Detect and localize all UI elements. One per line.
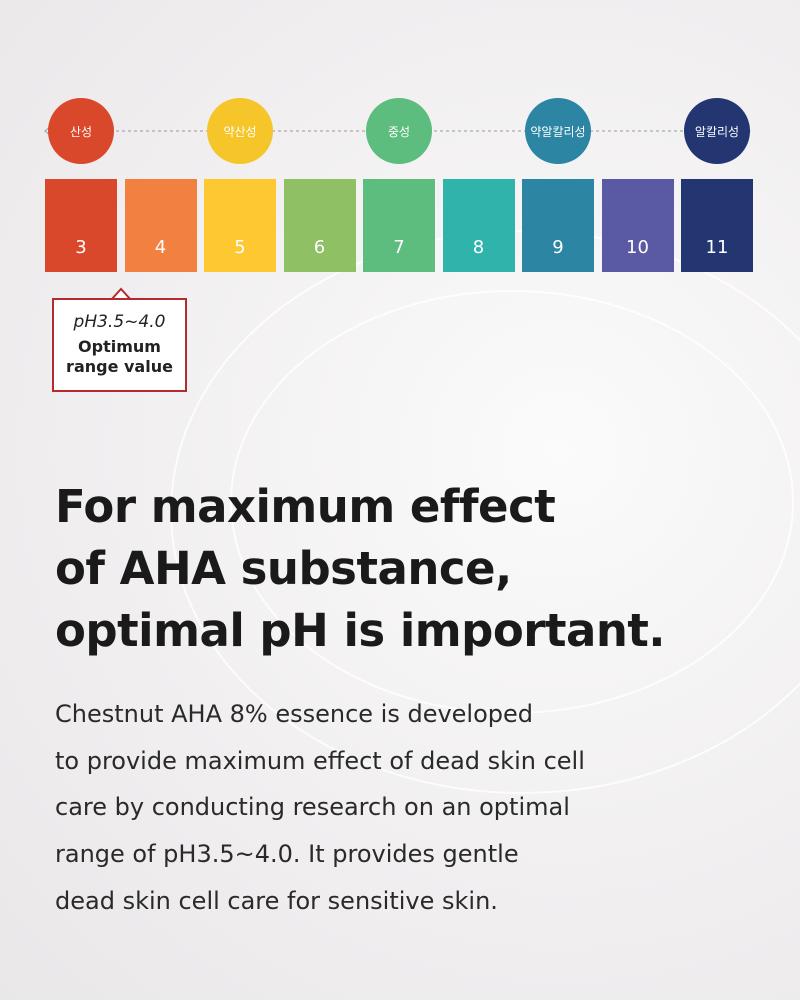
ph-value: 4 xyxy=(154,237,167,258)
body-line: to provide maximum effect of dead skin c… xyxy=(55,746,585,775)
ph-value: 9 xyxy=(552,237,564,258)
callout-range: pH3.5~4.0 xyxy=(73,312,166,332)
ph-value: 11 xyxy=(705,237,729,258)
ph-value: 7 xyxy=(393,237,405,258)
ph-cell: 9 xyxy=(522,179,594,272)
ph-value: 6 xyxy=(313,237,326,258)
ph-cell: 11 xyxy=(681,179,753,272)
ph-value: 8 xyxy=(472,237,485,258)
headline-line: of AHA substance, xyxy=(55,542,512,595)
glass-decor xyxy=(230,290,794,714)
callout: pH3.5~4.0 Optimum range value xyxy=(52,298,187,392)
body-line: dead skin cell care for sensitive skin. xyxy=(55,886,498,915)
body-line: range of pH3.5~4.0. It provides gentle xyxy=(55,840,519,869)
callout-text: Optimum xyxy=(78,337,161,356)
ph-cell: 10 xyxy=(601,179,674,272)
body-line: care by conducting research on an optima… xyxy=(55,793,570,822)
zone-circle: 약산성 xyxy=(207,98,273,164)
ph-cell: 8 xyxy=(442,179,515,272)
headline-line: optimal pH is important. xyxy=(55,604,665,657)
zone-circle: 알칼리성 xyxy=(684,98,750,164)
ph-cell: 3 xyxy=(45,179,117,272)
body-line: Chestnut AHA 8% essence is developed xyxy=(55,700,534,728)
ph-cell: 4 xyxy=(124,179,197,272)
ph-value: 5 xyxy=(234,237,246,258)
zone-circle: 산성 xyxy=(48,98,114,164)
ph-value: 3 xyxy=(75,237,87,258)
ph-cell: 6 xyxy=(283,179,356,272)
ph-value: 10 xyxy=(626,237,649,258)
ph-cell: 7 xyxy=(363,179,435,272)
ph-cell: 5 xyxy=(204,179,276,272)
callout-text: range value xyxy=(66,357,173,376)
zone-circle: 중성 xyxy=(366,98,432,164)
headline-line: For maximum effect xyxy=(55,480,556,533)
zone-circle: 약알칼리성 xyxy=(525,98,591,164)
